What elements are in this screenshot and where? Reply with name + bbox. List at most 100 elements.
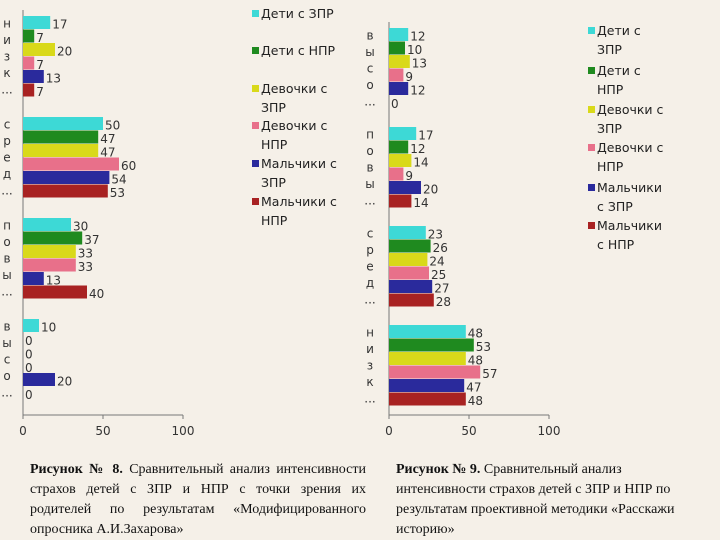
chart2-data-label: 9 — [405, 70, 413, 84]
chart1-category-label: в ы с о... — [1, 320, 12, 400]
chart2-bar — [389, 325, 466, 338]
chart2-legend-label: Мальчики с НПР — [597, 218, 662, 252]
chart2-legend-swatch — [588, 222, 595, 229]
chart1-legend-swatch — [252, 85, 259, 92]
chart1-data-label: 47 — [100, 146, 115, 160]
chart2-data-label: 28 — [436, 295, 451, 309]
chart2-data-label: 0 — [391, 97, 399, 111]
chart1-data-label: 10 — [41, 321, 56, 335]
chart1-bar — [23, 157, 119, 171]
chart2-legend-swatch — [588, 144, 595, 151]
chart1-bar — [23, 29, 35, 43]
chart2-data-label: 17 — [418, 129, 433, 143]
chart1-bar — [23, 144, 99, 157]
chart2-category-label: в ы с о... — [364, 29, 375, 109]
chart1-data-label: 53 — [110, 186, 125, 200]
chart1-bar — [23, 285, 87, 299]
chart1-x-tick-label: 100 — [172, 424, 195, 438]
chart2-legend-swatch — [588, 184, 595, 191]
chart1-data-label: 37 — [84, 233, 99, 247]
figure-9-text: Сравнительный анализ интенсивности страх… — [396, 462, 675, 537]
chart1-legend-label: Дети с ЗПР — [261, 6, 334, 21]
chart2-legend-label: Дети с НПР — [597, 63, 641, 97]
chart1-bar — [23, 16, 51, 29]
chart1-data-label: 17 — [52, 18, 67, 32]
chart2-bar — [389, 338, 474, 352]
figure-9-label: Рисунок № 9. — [396, 462, 481, 477]
chart1-data-label: 47 — [100, 132, 115, 146]
chart2-data-label: 53 — [476, 340, 491, 354]
chart2-x-tick-label: 0 — [385, 424, 393, 438]
chart2-data-label: 14 — [413, 196, 428, 210]
chart2-bar — [389, 239, 431, 253]
chart1-x-tick-label: 0 — [19, 424, 27, 438]
chart1-legend-label: Дети с НПР — [261, 43, 335, 58]
chart1-bar — [23, 70, 44, 83]
chart1-x-tick-label: 50 — [95, 424, 110, 438]
chart1-bar — [23, 43, 55, 56]
chart2-bar — [389, 293, 434, 307]
chart1-legend-label: Девочки с НПР — [261, 118, 328, 152]
chart2-bar — [389, 55, 410, 68]
figure-9-caption: Рисунок № 9. Сравнительный анализ интенс… — [396, 460, 696, 540]
chart1-data-label: 30 — [73, 220, 88, 234]
chart1-data-label: 50 — [105, 119, 120, 133]
chart1-bar — [23, 258, 76, 272]
chart2-data-label: 57 — [482, 367, 497, 381]
chart2-bar — [389, 68, 404, 82]
chart2-data-label: 12 — [410, 30, 425, 44]
chart2-bar — [389, 154, 412, 167]
chart2-bar — [389, 194, 412, 208]
chart1-bar — [23, 373, 55, 386]
chart2-legend-swatch — [588, 27, 595, 34]
chart1-bar — [23, 130, 99, 144]
chart2-bar — [389, 41, 405, 55]
chart2-bar — [389, 365, 481, 379]
chart1-bar — [23, 171, 110, 184]
chart2-bar — [389, 127, 417, 140]
chart1-legend-label: Девочки с ЗПР — [261, 81, 328, 115]
chart2-category-label: н и з к... — [364, 326, 375, 406]
chart1-category-label: с р е д... — [1, 118, 12, 198]
chart1-legend-swatch — [252, 47, 259, 54]
chart1-data-label: 40 — [89, 287, 104, 301]
chart2-data-label: 14 — [413, 156, 428, 170]
chart2-data-label: 12 — [410, 84, 425, 98]
chart1-bar — [23, 184, 108, 198]
chart1-data-label: 0 — [25, 334, 33, 348]
chart1-bar — [23, 83, 35, 97]
chart2-x-tick-label: 50 — [461, 424, 476, 438]
chart1-bar — [23, 117, 103, 130]
chart2-data-label: 26 — [433, 241, 448, 255]
chart1-legend-swatch — [252, 122, 259, 129]
chart1-bar — [23, 319, 39, 332]
chart2-data-label: 12 — [410, 142, 425, 156]
chart2-legend-label: Мальчики с ЗПР — [597, 180, 662, 214]
chart1-legend-swatch — [252, 10, 259, 17]
chart1-legend-label: Мальчики с ЗПР — [261, 156, 337, 190]
chart1-bar — [23, 56, 35, 70]
chart2-bar — [389, 181, 421, 194]
chart1-category-label: п о в ы... — [1, 219, 12, 299]
chart2-data-label: 47 — [466, 381, 481, 395]
chart2-bar — [389, 28, 409, 41]
chart2-data-label: 9 — [405, 169, 413, 183]
chart2-bar — [389, 140, 409, 154]
chart1-bar — [23, 245, 76, 258]
chart2-data-label: 10 — [407, 43, 422, 57]
chart2-category-label: с р е д... — [364, 227, 375, 307]
chart1-data-label: 20 — [57, 45, 72, 59]
chart2-bar — [389, 226, 426, 239]
chart1-legend-label: Мальчики с НПР — [261, 194, 337, 228]
chart1-bar — [23, 218, 71, 231]
chart2-category-label: п о в ы... — [364, 128, 375, 208]
chart1-legend-swatch — [252, 198, 259, 205]
figure-8-text: Сравнительный анализ интенсивности страх… — [30, 462, 366, 537]
chart2-bar — [389, 352, 466, 365]
chart2-bar — [389, 253, 428, 266]
chart2-bar — [389, 167, 404, 181]
chart2-legend-label: Девочки с ЗПР — [597, 102, 664, 136]
chart1-data-label: 7 — [36, 58, 44, 72]
